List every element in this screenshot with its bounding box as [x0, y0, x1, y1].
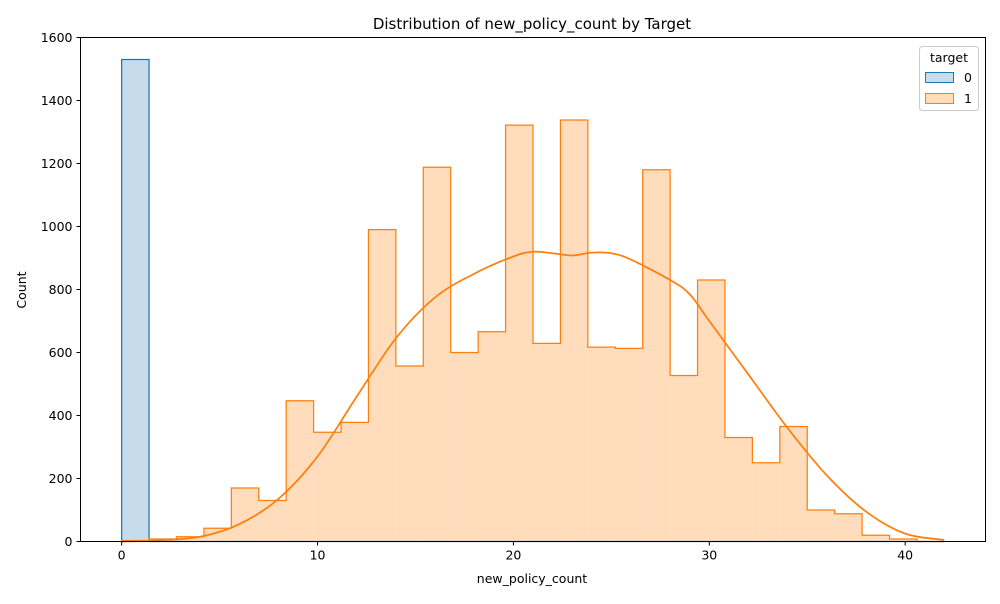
bar-target-1-bin-25: [807, 510, 835, 542]
legend-swatch-target-0: [925, 72, 954, 83]
bar-target-1-bin-13: [478, 331, 506, 542]
bar-target-1-bin-3: [203, 528, 232, 542]
bar-target-1-bin-22: [724, 437, 753, 542]
bar-target-1-bin-27: [862, 535, 890, 542]
step-outline-target-1: [121, 119, 945, 543]
legend-label-target-0: 0: [964, 70, 972, 85]
x-tick-label: 10: [310, 548, 326, 563]
y-tick-label: 400: [49, 408, 73, 423]
legend-title: target: [930, 50, 968, 65]
kde-line-target-1: [121, 250, 945, 543]
chart-title: Distribution of new_policy_count by Targ…: [373, 15, 691, 34]
bar-target-1-bin-5: [258, 500, 287, 542]
bar-target-1-bin-16: [560, 120, 588, 542]
x-tick-label: 20: [505, 548, 521, 563]
bar-target-1-bin-8: [341, 422, 369, 542]
bar-target-1-bin-11: [423, 167, 451, 542]
bar-target-1-bin-17: [587, 347, 616, 542]
bar-target-1-bin-7: [313, 432, 342, 542]
bar-target-1-bin-26: [834, 513, 863, 542]
bar-target-1-bin-28: [889, 538, 917, 542]
bar-target-1-bin-10: [395, 366, 424, 542]
x-tick-label: 30: [701, 548, 717, 563]
y-axis-label: Count: [14, 271, 29, 308]
y-tick-label: 1600: [41, 30, 73, 45]
x-axis-label: new_policy_count: [477, 571, 587, 586]
bar-target-1-bin-19: [642, 169, 671, 542]
bar-target-1-bin-23: [752, 462, 780, 542]
y-tick-label: 1200: [41, 156, 73, 171]
y-tick-label: 0: [65, 534, 73, 549]
bar-target-1-bin-18: [615, 348, 643, 542]
bar-target-0-bin-0: [121, 59, 150, 542]
y-tick-label: 1400: [41, 93, 73, 108]
y-tick-label: 800: [49, 282, 73, 297]
legend-swatch-target-1: [925, 93, 954, 104]
bar-target-1-bin-21: [697, 280, 725, 542]
bar-target-1-bin-20: [670, 375, 698, 542]
bar-target-1-bin-15: [533, 343, 561, 542]
bar-target-1-bin-14: [505, 125, 533, 542]
legend-label-target-1: 1: [964, 91, 972, 106]
y-tick-label: 200: [49, 471, 73, 486]
bar-target-1-bin-9: [368, 229, 396, 542]
bar-target-1-bin-24: [779, 426, 808, 542]
x-tick-label: 40: [897, 548, 913, 563]
bar-target-1-bin-12: [450, 352, 479, 542]
y-tick-label: 600: [49, 345, 73, 360]
bar-target-1-bin-6: [286, 400, 314, 542]
bar-target-1-bin-4: [231, 487, 259, 542]
x-tick-label: 0: [118, 548, 126, 563]
legend: target 0 1: [919, 46, 979, 111]
y-tick-label: 1000: [41, 219, 73, 234]
